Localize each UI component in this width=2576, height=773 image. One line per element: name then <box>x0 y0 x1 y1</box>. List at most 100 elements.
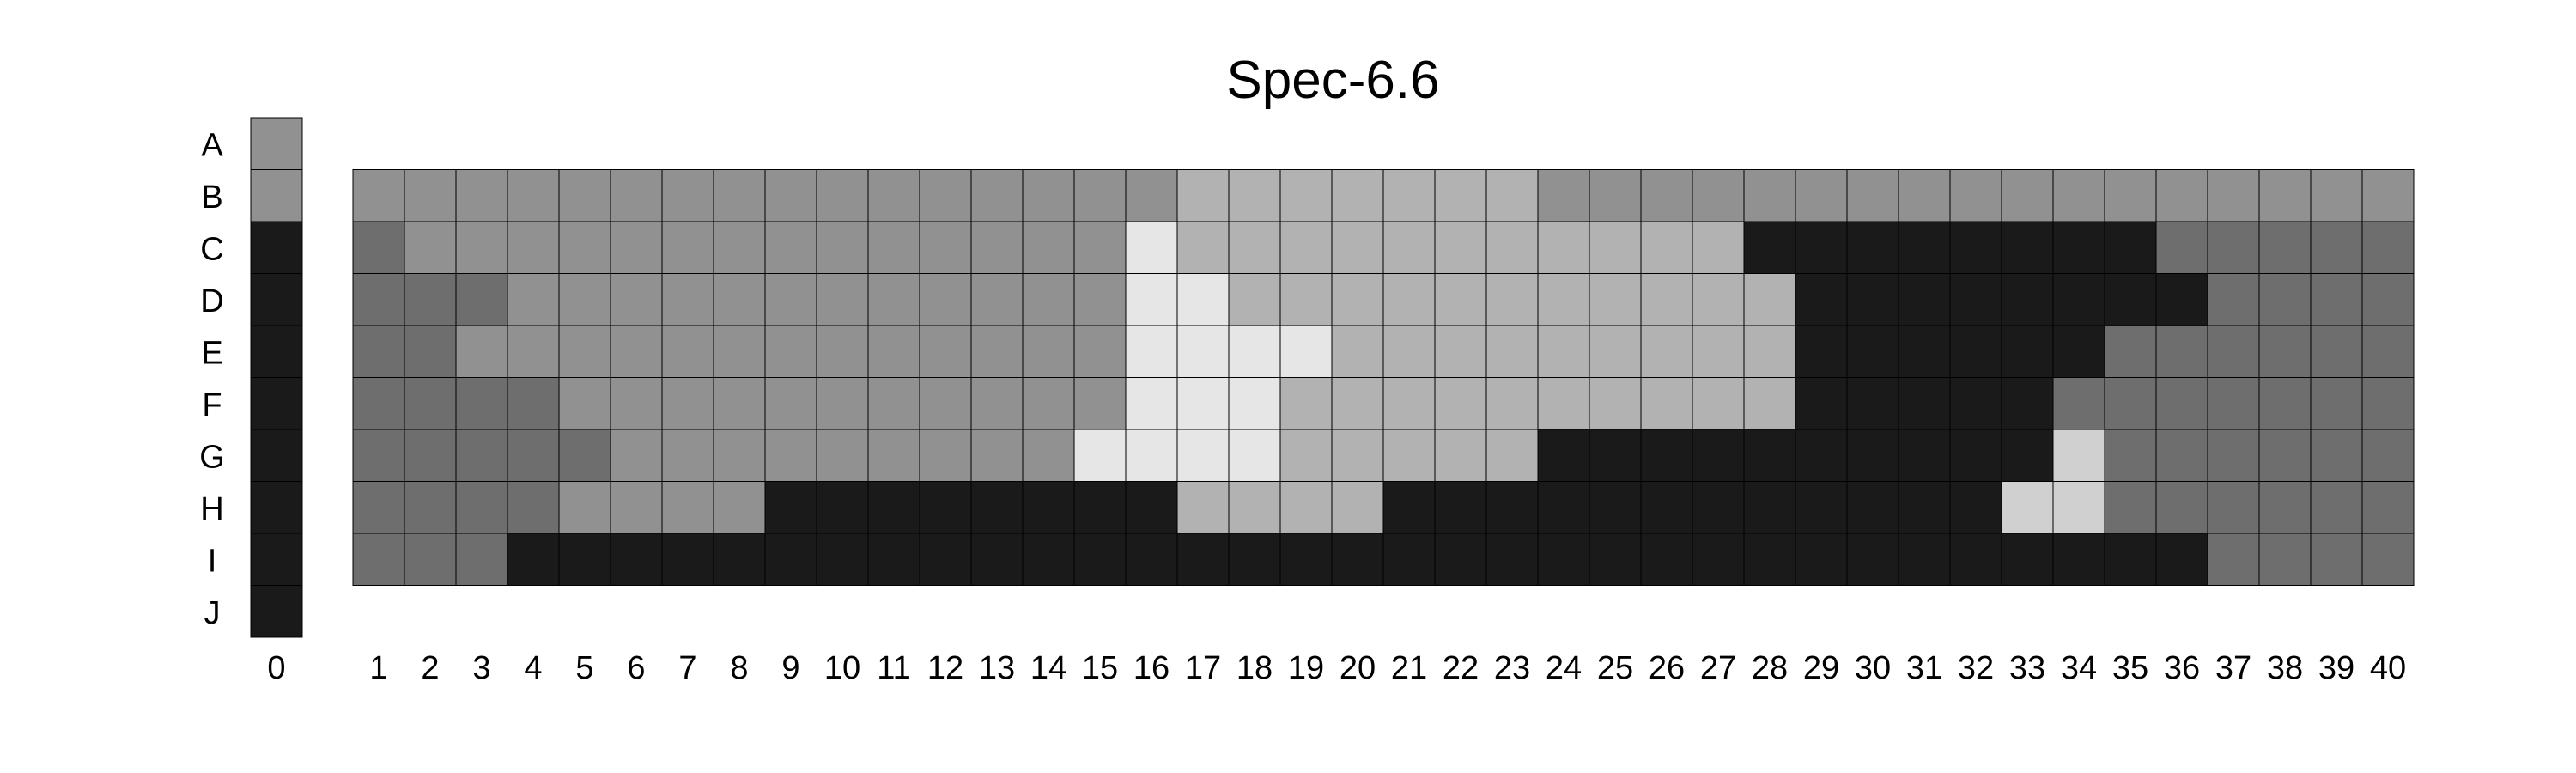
heatmap-cell <box>1949 533 2002 586</box>
heatmap-cell <box>352 481 405 534</box>
heatmap-cell <box>1485 377 1539 430</box>
heatmap-cell <box>1073 429 1127 482</box>
heatmap-cell <box>455 221 508 274</box>
heatmap-cell <box>1331 221 1384 274</box>
heatmap-cell <box>558 169 611 222</box>
heatmap-cell <box>1382 533 1436 586</box>
heatmap-cell <box>1279 429 1333 482</box>
heatmap-reference-cell <box>250 429 303 482</box>
x-tick-label: 4 <box>524 650 542 686</box>
heatmap-cell <box>816 169 869 222</box>
heatmap-cell <box>2155 481 2208 534</box>
heatmap-cell <box>1743 533 1796 586</box>
heatmap-cell <box>558 273 611 326</box>
heatmap-cell <box>2207 377 2260 430</box>
x-tick-label: 11 <box>877 650 910 686</box>
heatmap-cell <box>2155 533 2208 586</box>
heatmap-reference-cell <box>250 533 303 586</box>
heatmap-cell <box>507 325 560 378</box>
heatmap-cell <box>1949 429 2002 482</box>
heatmap-cell <box>507 221 560 274</box>
heatmap-cell <box>2052 533 2105 586</box>
heatmap-cell <box>1022 273 1075 326</box>
heatmap-cell <box>404 325 457 378</box>
heatmap-cell <box>713 169 766 222</box>
heatmap-cell <box>610 533 663 586</box>
heatmap-cell <box>1176 169 1230 222</box>
heatmap-cell <box>816 377 869 430</box>
heatmap-cell <box>1485 429 1539 482</box>
heatmap-cell <box>610 273 663 326</box>
heatmap-cell <box>1125 221 1178 274</box>
heatmap-cell <box>2310 169 2363 222</box>
x-tick-label: 6 <box>627 650 645 686</box>
x-tick-label: 14 <box>1030 650 1066 686</box>
x-tick-label: 8 <box>730 650 748 686</box>
heatmap-cell <box>2155 429 2208 482</box>
heatmap-reference-cell <box>250 325 303 378</box>
heatmap-cell <box>2052 273 2105 326</box>
heatmap-cell <box>1898 221 1951 274</box>
heatmap-cell <box>1125 169 1178 222</box>
heatmap-cell <box>1125 429 1178 482</box>
heatmap-cell <box>1125 481 1178 534</box>
heatmap-cell <box>2310 429 2363 482</box>
x-tick-label: 3 <box>472 650 490 686</box>
heatmap-cell <box>1331 169 1384 222</box>
heatmap-cell <box>2052 169 2105 222</box>
heatmap-cell <box>2310 221 2363 274</box>
heatmap-cell <box>867 169 920 222</box>
heatmap-cell <box>1434 429 1487 482</box>
heatmap-cell <box>455 429 508 482</box>
heatmap-cell <box>1846 325 1899 378</box>
heatmap-cell <box>816 533 869 586</box>
heatmap-cell <box>867 325 920 378</box>
heatmap-cell <box>1022 377 1075 430</box>
heatmap-cell <box>1485 221 1539 274</box>
heatmap-cell <box>1434 273 1487 326</box>
heatmap-cell <box>1640 169 1693 222</box>
heatmap-cell <box>1640 481 1693 534</box>
x-tick-label: 25 <box>1597 650 1633 686</box>
heatmap-cell <box>1434 377 1487 430</box>
heatmap-cell <box>816 481 869 534</box>
heatmap-cell <box>1640 221 1693 274</box>
heatmap-cell <box>558 533 611 586</box>
heatmap-cell <box>1434 533 1487 586</box>
heatmap-cell <box>610 481 663 534</box>
heatmap-cell <box>1073 221 1127 274</box>
heatmap-cell <box>1743 169 1796 222</box>
heatmap-cell <box>1898 481 1951 534</box>
heatmap-cell <box>1537 325 1590 378</box>
heatmap-cell <box>1795 533 1848 586</box>
heatmap-cell <box>1073 325 1127 378</box>
heatmap-cell <box>919 273 972 326</box>
heatmap-cell <box>1692 221 1745 274</box>
heatmap-cell <box>970 325 1024 378</box>
x-tick-label: 26 <box>1649 650 1685 686</box>
heatmap-cell <box>1537 221 1590 274</box>
heatmap-cell <box>1743 377 1796 430</box>
heatmap-cell <box>970 481 1024 534</box>
heatmap-cell <box>610 221 663 274</box>
y-tick-label: I <box>208 543 217 579</box>
heatmap-cell <box>2207 221 2260 274</box>
heatmap-cell <box>1176 377 1230 430</box>
heatmap-cell <box>352 273 405 326</box>
heatmap-cell <box>1382 325 1436 378</box>
heatmap-cell <box>1022 325 1075 378</box>
heatmap-cell <box>2258 273 2312 326</box>
heatmap-cell <box>455 533 508 586</box>
heatmap-cell <box>1537 533 1590 586</box>
heatmap-cell <box>1434 481 1487 534</box>
heatmap-cell <box>1949 273 2002 326</box>
heatmap-cell <box>2361 533 2415 586</box>
heatmap-cell <box>1228 533 1281 586</box>
heatmap-cell <box>2258 169 2312 222</box>
heatmap-cell <box>1228 481 1281 534</box>
heatmap-cell <box>1898 377 1951 430</box>
heatmap-cell <box>2001 481 2054 534</box>
heatmap-cell <box>1795 481 1848 534</box>
heatmap-cell <box>558 325 611 378</box>
heatmap-cell <box>764 221 817 274</box>
